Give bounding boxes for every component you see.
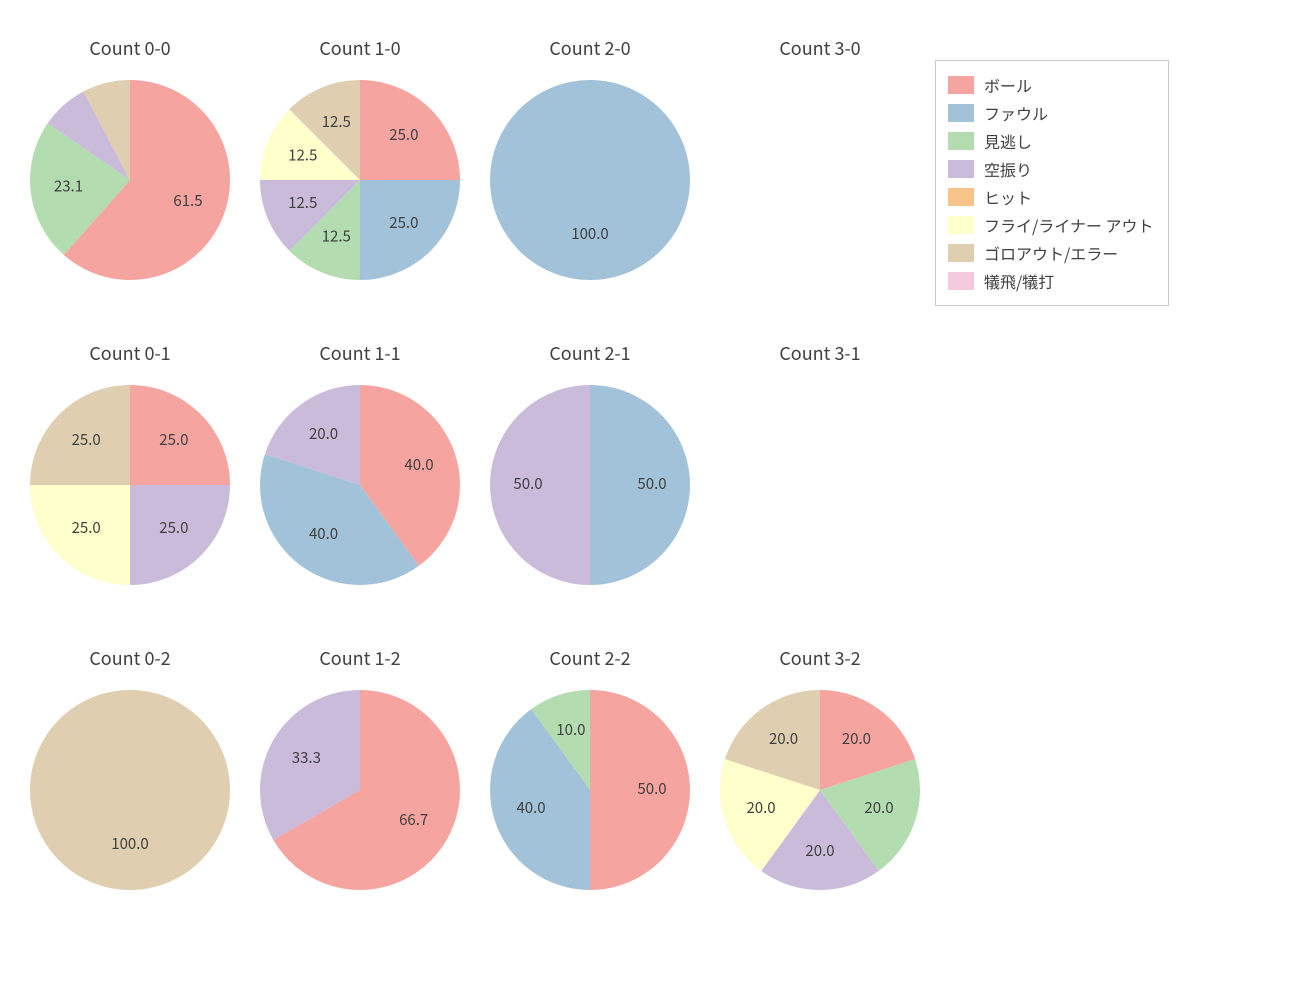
slice-label: 25.0 — [159, 429, 188, 450]
slice-label: 50.0 — [513, 473, 542, 494]
slice-label: 25.0 — [72, 429, 101, 450]
legend-item: ファウル — [948, 99, 1154, 127]
slice-label: 12.5 — [288, 192, 317, 213]
chart-title: Count 3-1 — [779, 340, 860, 366]
legend-item: ボール — [948, 71, 1154, 99]
legend-swatch — [948, 132, 974, 150]
legend-label: 犠飛/犠打 — [984, 267, 1054, 295]
legend-swatch — [948, 76, 974, 94]
slice-label: 20.0 — [746, 797, 775, 818]
slice-label: 25.0 — [389, 212, 418, 233]
legend-label: ボール — [984, 71, 1032, 99]
legend-label: フライ/ライナー アウト — [984, 211, 1154, 239]
slice-label: 23.1 — [54, 176, 83, 197]
legend-item: フライ/ライナー アウト — [948, 211, 1154, 239]
legend-item: 空振り — [948, 155, 1154, 183]
slice-label: 61.5 — [173, 190, 202, 211]
legend-label: ファウル — [984, 99, 1048, 127]
legend-item: 犠飛/犠打 — [948, 267, 1154, 295]
legend-swatch — [948, 216, 974, 234]
slice-label: 100.0 — [111, 833, 148, 854]
chart-grid: Count 0-061.523.1Count 1-025.025.012.512… — [0, 0, 1300, 1000]
slice-label: 20.0 — [864, 797, 893, 818]
slice-label: 25.0 — [159, 517, 188, 538]
legend: ボールファウル見逃し空振りヒットフライ/ライナー アウトゴロアウト/エラー犠飛/… — [935, 60, 1169, 306]
pie-chart: 50.0 50.0 — [450, 345, 730, 625]
slice-label: 25.0 — [389, 124, 418, 145]
chart-title: Count 3-0 — [779, 35, 860, 61]
slice-label: 25.0 — [72, 517, 101, 538]
slice-label: 20.0 — [309, 423, 338, 444]
legend-swatch — [948, 188, 974, 206]
slice-label: 20.0 — [842, 728, 871, 749]
slice-label: 12.5 — [322, 111, 351, 132]
legend-swatch — [948, 160, 974, 178]
legend-item: ヒット — [948, 183, 1154, 211]
pie-slice — [490, 80, 690, 280]
legend-swatch — [948, 272, 974, 290]
slice-label: 40.0 — [516, 797, 545, 818]
legend-label: ゴロアウト/エラー — [984, 239, 1118, 267]
pie-chart: 20.0 20.0 20.0 20.0 20.0 — [680, 650, 960, 930]
pie-slice — [30, 690, 230, 890]
legend-swatch — [948, 104, 974, 122]
slice-label: 40.0 — [309, 523, 338, 544]
legend-item: ゴロアウト/エラー — [948, 239, 1154, 267]
slice-label: 10.0 — [556, 719, 585, 740]
legend-label: ヒット — [984, 183, 1032, 211]
slice-label: 40.0 — [404, 454, 433, 475]
slice-label: 66.7 — [399, 809, 428, 830]
pie-chart: 100.0 — [450, 40, 730, 320]
legend-swatch — [948, 244, 974, 262]
legend-label: 見逃し — [984, 127, 1032, 155]
slice-label: 33.3 — [292, 747, 321, 768]
slice-label: 12.5 — [322, 225, 351, 246]
slice-label: 12.5 — [288, 144, 317, 165]
slice-label: 50.0 — [637, 473, 666, 494]
legend-label: 空振り — [984, 155, 1032, 183]
slice-label: 100.0 — [571, 223, 608, 244]
legend-item: 見逃し — [948, 127, 1154, 155]
slice-label: 50.0 — [637, 778, 666, 799]
slice-label: 20.0 — [769, 728, 798, 749]
slice-label: 20.0 — [805, 840, 834, 861]
